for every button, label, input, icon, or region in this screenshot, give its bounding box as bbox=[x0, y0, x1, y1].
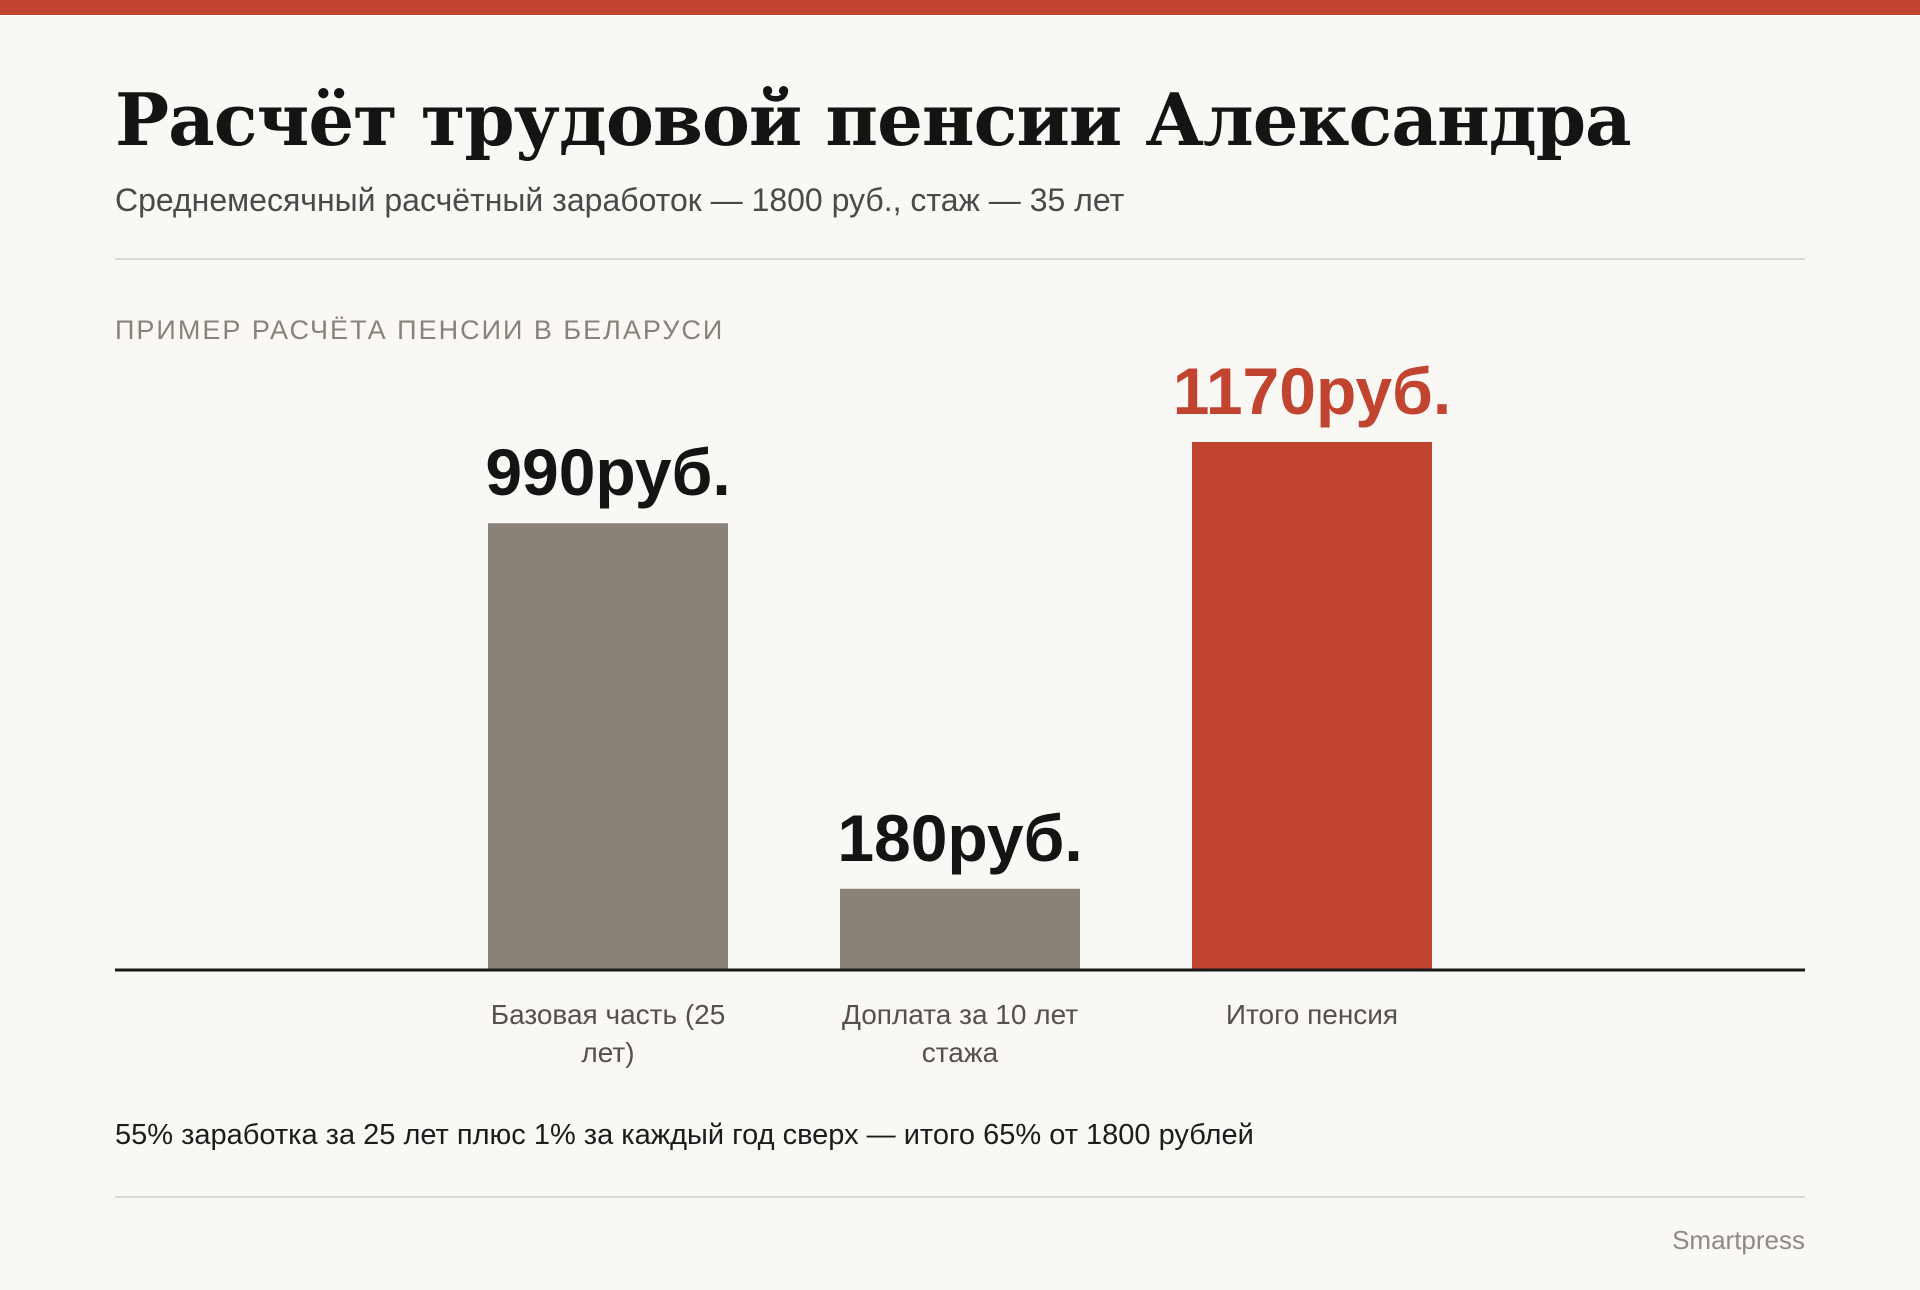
category-label-3-line-1: Итого пенсия bbox=[1226, 999, 1398, 1030]
category-label-2-line-1: Доплата за 10 лет bbox=[842, 999, 1078, 1030]
category-label-3: Итого пенсия bbox=[1226, 999, 1398, 1030]
category-label-2: Доплата за 10 лет стажа bbox=[842, 999, 1078, 1068]
footer-divider bbox=[115, 1196, 1805, 1198]
chart-kicker: ПРИМЕР РАСЧЁТА ПЕНСИИ В БЕЛАРУСИ bbox=[115, 315, 725, 345]
source-credit: Smartpress bbox=[1672, 1225, 1805, 1255]
value-label-2: 180руб. bbox=[837, 801, 1082, 875]
category-label-1-line-2: лет) bbox=[581, 1037, 634, 1068]
bar-1 bbox=[488, 523, 728, 970]
footnote: 55% заработка за 25 лет плюс 1% за кажды… bbox=[115, 1119, 1254, 1151]
value-label-1: 990руб. bbox=[485, 435, 730, 509]
bar-2 bbox=[840, 888, 1080, 970]
value-label-3: 1170руб. bbox=[1173, 354, 1451, 428]
category-label-1: Базовая часть (25 лет) bbox=[491, 999, 726, 1068]
page-subtitle: Среднемесячный расчётный заработок — 180… bbox=[115, 182, 1125, 218]
bar-chart: 990руб. 180руб. 1170руб. Базовая часть (25… bbox=[115, 354, 1805, 1068]
category-label-2-line-2: стажа bbox=[922, 1037, 999, 1068]
bars-layer bbox=[488, 442, 1432, 970]
page-title: Расчёт трудовой пенсии Александра bbox=[115, 77, 1632, 162]
top-accent-bar bbox=[0, 0, 1920, 15]
bar-3 bbox=[1192, 442, 1432, 970]
header-divider bbox=[115, 258, 1805, 260]
category-label-1-line-1: Базовая часть (25 bbox=[491, 999, 726, 1030]
category-labels-layer: Базовая часть (25 лет) Доплата за 10 лет ст… bbox=[491, 999, 1398, 1068]
value-labels-layer: 990руб. 180руб. 1170руб. bbox=[485, 354, 1451, 875]
